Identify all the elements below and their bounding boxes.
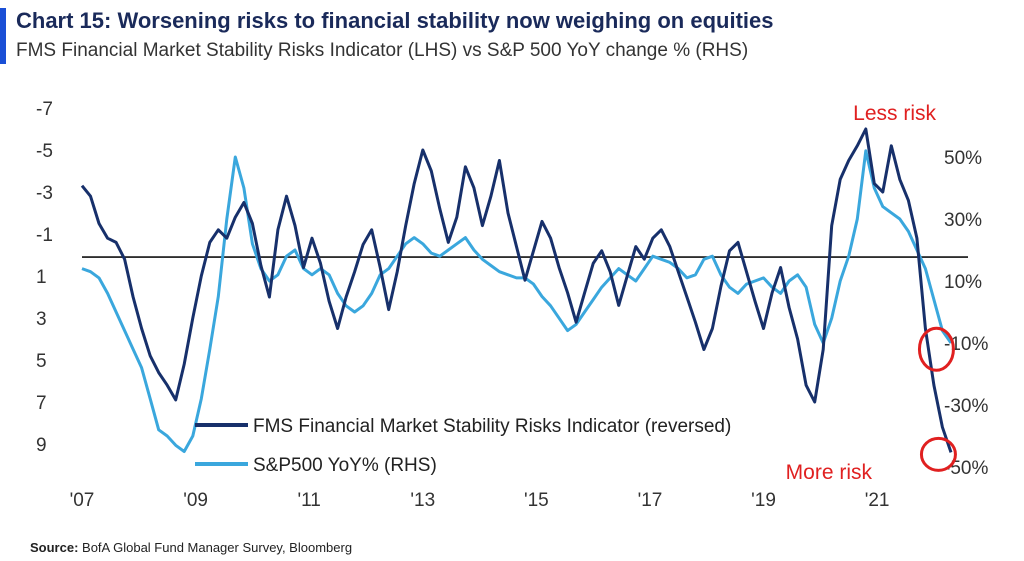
left-axis-tick-label: 9	[36, 435, 47, 456]
left-axis-tick-label: 7	[36, 393, 47, 414]
x-axis-tick-label: '13	[410, 490, 435, 511]
less-risk-annotation: Less risk	[853, 102, 936, 125]
series-layer	[80, 127, 953, 453]
left-axis-tick-label: -3	[36, 183, 53, 204]
source-text: BofA Global Fund Manager Survey, Bloombe…	[82, 540, 353, 555]
x-axis-tick-label: '19	[751, 490, 776, 511]
source-label: Source:	[30, 540, 79, 555]
right-axis-tick-label: -50%	[944, 458, 988, 479]
x-axis-tick-label: '21	[865, 490, 890, 511]
source-note: Source: BofA Global Fund Manager Survey,…	[30, 540, 352, 555]
axis-tick-labels: -7 -5 -3 -1 1 3 5 7 9 50% 30% 10% -10% -30% -50% '07 '09…	[36, 99, 988, 511]
legend: FMS Financial Market Stability Risks Ind…	[195, 416, 731, 476]
legend-label: S&P500 YoY% (RHS)	[253, 455, 437, 476]
right-axis-tick-label: -10%	[944, 334, 988, 355]
series-line-fms-risk-indicator	[80, 127, 953, 453]
legend-label: FMS Financial Market Stability Risks Ind…	[253, 416, 731, 437]
chart-subtitle: FMS Financial Market Stability Risks Ind…	[16, 40, 749, 61]
highlight-circle-sp500	[917, 326, 955, 372]
x-axis-tick-label: '09	[183, 490, 208, 511]
left-axis-tick-label: 1	[36, 267, 47, 288]
chart-title: Chart 15: Worsening risks to financial s…	[16, 8, 774, 33]
left-axis-tick-label: -5	[36, 141, 53, 162]
left-axis-tick-label: -7	[36, 99, 53, 120]
right-axis-tick-label: 10%	[944, 272, 982, 293]
x-axis-tick-label: '15	[524, 490, 549, 511]
x-axis-tick-label: '11	[297, 490, 320, 511]
series-line-sp500-yoy	[81, 149, 953, 453]
highlight-circle-fms	[919, 436, 957, 472]
x-axis-tick-label: '07	[70, 490, 95, 511]
more-risk-annotation: More risk	[786, 461, 873, 484]
annotations: Less risk More risk	[786, 102, 957, 484]
left-axis-tick-label: 3	[36, 309, 47, 330]
title-accent-bar	[0, 8, 6, 64]
right-axis-tick-label: 50%	[944, 148, 982, 169]
x-axis-tick-label: '17	[638, 490, 663, 511]
left-axis-tick-label: -1	[36, 225, 53, 246]
left-axis-tick-label: 5	[36, 351, 47, 372]
right-axis-tick-label: 30%	[944, 210, 982, 231]
right-axis-tick-label: -30%	[944, 396, 988, 417]
